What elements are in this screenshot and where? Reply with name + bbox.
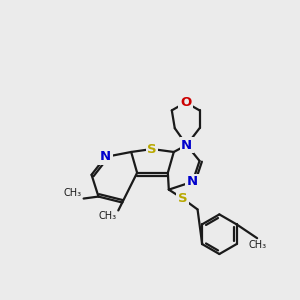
Text: CH₃: CH₃ xyxy=(64,188,82,198)
Text: S: S xyxy=(178,192,188,205)
Text: N: N xyxy=(187,175,198,188)
Text: S: S xyxy=(147,142,157,155)
Text: N: N xyxy=(100,150,111,164)
Text: N: N xyxy=(181,139,192,152)
Text: CH₃: CH₃ xyxy=(248,240,266,250)
Text: CH₃: CH₃ xyxy=(98,212,116,221)
Text: O: O xyxy=(180,96,191,109)
